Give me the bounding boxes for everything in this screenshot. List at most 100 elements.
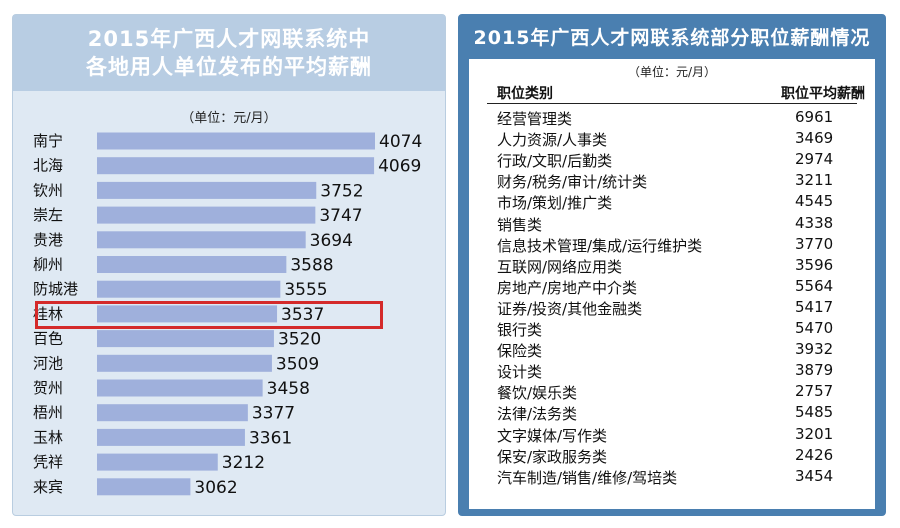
table-row: 文字媒体/写作类 3201 bbox=[469, 425, 875, 446]
bar bbox=[97, 379, 263, 397]
average-salary-cell: 5417 bbox=[795, 297, 834, 316]
value-label: 3062 bbox=[194, 478, 237, 498]
table-row: 餐饮/娱乐类 2757 bbox=[469, 382, 875, 403]
average-salary-cell: 2757 bbox=[795, 382, 834, 401]
table-row: 保安/家政服务类 2426 bbox=[469, 446, 875, 467]
job-salary-table-panel: 2015年广西人才网联系统部分职位薪酬情况 （单位：元/月） 职位类别 职位平均… bbox=[458, 14, 886, 516]
value-label: 3212 bbox=[222, 453, 265, 473]
chart-title-line-1: 2015年广西人才网联系统中 bbox=[87, 27, 371, 51]
value-label: 3377 bbox=[252, 404, 295, 424]
value-label: 4074 bbox=[379, 132, 422, 152]
bar bbox=[97, 305, 278, 323]
bar bbox=[97, 132, 375, 150]
average-salary-cell: 5485 bbox=[795, 403, 834, 422]
category-label: 玉林 bbox=[33, 428, 63, 446]
bar bbox=[97, 231, 306, 249]
job-category-cell: 保险类 bbox=[497, 342, 543, 361]
category-label: 贵港 bbox=[33, 231, 63, 249]
job-category-cell: 法律/法务类 bbox=[497, 405, 578, 424]
value-label: 3694 bbox=[310, 231, 353, 251]
category-label: 贺州 bbox=[33, 379, 63, 397]
chart-title-line-2: 各地用人单位发布的平均薪酬 bbox=[86, 55, 372, 79]
job-category-cell: 房地产/房地产中介类 bbox=[497, 278, 638, 297]
average-salary-cell: 3201 bbox=[795, 424, 834, 443]
table-row: 法律/法务类 5485 bbox=[469, 403, 875, 424]
table-row: 汽车制造/销售/维修/驾培类 3454 bbox=[469, 467, 875, 488]
category-label: 防城港 bbox=[33, 280, 78, 298]
category-label: 钦州 bbox=[33, 181, 63, 199]
table-row: 财务/税务/审计/统计类 3211 bbox=[469, 171, 875, 192]
category-label: 来宾 bbox=[33, 478, 63, 496]
table-row: 人力资源/人事类 3469 bbox=[469, 129, 875, 150]
job-category-cell: 信息技术管理/集成/运行维护类 bbox=[497, 236, 703, 255]
value-label: 3520 bbox=[278, 330, 321, 350]
column-header-salary: 职位平均薪酬 bbox=[781, 86, 865, 102]
job-category-cell: 银行类 bbox=[497, 321, 543, 339]
average-salary-cell: 3770 bbox=[795, 234, 834, 253]
chart-unit-label: （单位：元/月） bbox=[181, 111, 277, 126]
value-label: 3747 bbox=[319, 206, 362, 226]
table-row: 房地产/房地产中介类 5564 bbox=[469, 277, 875, 298]
bar-chart-svg: 南宁 4074 北海 4069 钦州 3752 崇左 3747 贵港 3694 柳州 3588 防城港 3… bbox=[33, 132, 422, 498]
average-salary-cell: 3454 bbox=[795, 466, 834, 485]
table-body: （单位：元/月） 职位类别 职位平均薪酬 经营管理类 6961 人力资源/人事类 34… bbox=[469, 59, 875, 509]
table-row: 证券/投资/其他金融类 5417 bbox=[469, 298, 875, 319]
job-category-cell: 经营管理类 bbox=[497, 110, 573, 128]
bar bbox=[97, 330, 274, 348]
bar bbox=[97, 478, 191, 496]
value-label: 3361 bbox=[249, 428, 292, 448]
bar bbox=[97, 404, 248, 422]
average-salary-cell: 5564 bbox=[795, 276, 834, 295]
average-salary-cell: 4545 bbox=[795, 192, 834, 211]
table-row: 市场/策划/推广类 4545 bbox=[469, 192, 875, 213]
value-label: 3458 bbox=[267, 379, 310, 399]
category-label: 柳州 bbox=[33, 256, 63, 274]
category-label: 百色 bbox=[33, 330, 63, 348]
table-title: 2015年广西人才网联系统部分职位薪酬情况 bbox=[473, 27, 871, 49]
bar bbox=[97, 181, 317, 199]
bar bbox=[97, 354, 272, 372]
job-category-cell: 证券/投资/其他金融类 bbox=[497, 299, 643, 318]
bar bbox=[97, 280, 281, 298]
table-row: 银行类 5470 bbox=[469, 319, 875, 340]
value-label: 3537 bbox=[281, 305, 324, 325]
job-category-cell: 财务/税务/审计/统计类 bbox=[497, 173, 648, 192]
column-header-category: 职位类别 bbox=[497, 86, 553, 102]
average-salary-cell: 3469 bbox=[795, 129, 834, 148]
average-salary-cell: 3211 bbox=[795, 171, 834, 190]
job-category-cell: 互联网/网络应用类 bbox=[497, 257, 623, 276]
bar bbox=[97, 453, 218, 471]
guilin-highlight-box bbox=[35, 300, 383, 329]
average-salary-cell: 5470 bbox=[795, 319, 834, 337]
category-label: 凭祥 bbox=[33, 453, 63, 471]
job-category-cell: 餐饮/娱乐类 bbox=[497, 384, 578, 403]
table-row: 互联网/网络应用类 3596 bbox=[469, 256, 875, 277]
value-label: 4069 bbox=[378, 157, 421, 177]
average-salary-cell: 2974 bbox=[795, 150, 834, 169]
table-unit-label: （单位：元/月） bbox=[627, 65, 717, 79]
chart-title: 2015年广西人才网联系统中 各地用人单位发布的平均薪酬 bbox=[13, 15, 445, 91]
average-salary-cell: 2426 bbox=[795, 445, 834, 464]
table-row: 信息技术管理/集成/运行维护类 3770 bbox=[469, 235, 875, 256]
category-label: 南宁 bbox=[33, 132, 63, 150]
job-category-cell: 保安/家政服务类 bbox=[497, 447, 608, 466]
category-label: 河池 bbox=[33, 354, 63, 372]
job-category-cell: 人力资源/人事类 bbox=[497, 131, 608, 150]
table-row: 设计类 3879 bbox=[469, 361, 875, 382]
table-row: 保险类 3932 bbox=[469, 340, 875, 361]
category-label: 崇左 bbox=[33, 206, 63, 224]
city-salary-chart-panel: 2015年广西人才网联系统中 各地用人单位发布的平均薪酬 （单位：元/月） 南宁… bbox=[12, 14, 446, 516]
average-salary-cell: 3596 bbox=[795, 255, 834, 274]
bar bbox=[97, 206, 316, 224]
job-category-cell: 销售类 bbox=[497, 215, 543, 234]
category-label: 梧州 bbox=[33, 404, 63, 422]
table-row: 经营管理类 6961 bbox=[469, 108, 875, 129]
header-divider bbox=[487, 103, 857, 104]
job-category-cell: 市场/策划/推广类 bbox=[497, 194, 613, 213]
category-label: 桂林 bbox=[33, 305, 63, 323]
job-category-cell: 汽车制造/销售/维修/驾培类 bbox=[497, 468, 678, 487]
bar bbox=[97, 256, 287, 273]
value-label: 3588 bbox=[290, 256, 333, 276]
average-salary-cell: 4338 bbox=[795, 213, 834, 232]
average-salary-cell: 3879 bbox=[795, 361, 834, 380]
